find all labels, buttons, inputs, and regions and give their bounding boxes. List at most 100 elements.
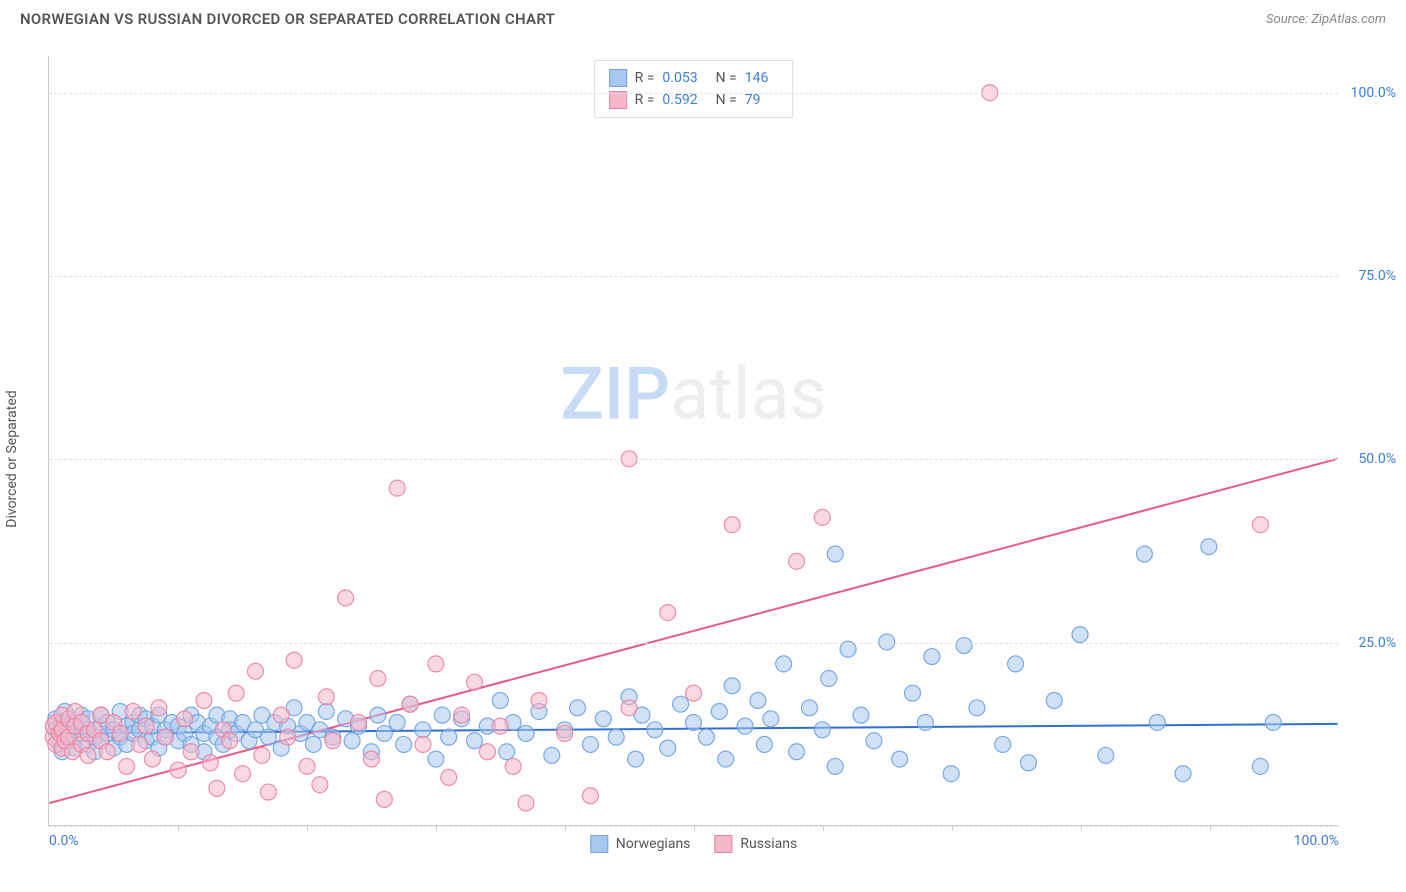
scatter-point [209,780,225,796]
legend-item-russians: Russians [714,835,797,853]
gridline [49,643,1338,644]
scatter-point [466,674,482,690]
scatter-point [943,766,959,782]
scatter-point [595,711,611,727]
scatter-point [827,546,843,562]
scatter-point [827,758,843,774]
scatter-point [363,751,379,767]
n-value-norwegians: 146 [745,70,769,86]
scatter-point [305,736,321,752]
scatter-point [376,791,392,807]
scatter-point [286,652,302,668]
scatter-point [763,711,779,727]
scatter-point [866,733,882,749]
scatter-point [1201,539,1217,555]
scatter-point [750,693,766,709]
scatter-point [1072,627,1088,643]
scatter-point [801,700,817,716]
scatter-point [389,714,405,730]
gridline [49,93,1338,94]
gridline [49,459,1338,460]
scatter-point [389,480,405,496]
scatter-point [138,718,154,734]
y-tick-label: 50.0% [1358,451,1396,467]
scatter-point [441,729,457,745]
scatter-point [312,777,328,793]
scatter-point [338,590,354,606]
chart-container: Divorced or Separated ZIPatlas R = 0.053… [0,36,1406,866]
swatch-russians-icon [714,835,732,853]
scatter-point [202,755,218,771]
scatter-point [144,751,160,767]
scatter-point [1098,747,1114,763]
chart-title: NORWEGIAN VS RUSSIAN DIVORCED OR SEPARAT… [20,10,555,28]
scatter-point [660,740,676,756]
scatter-point [370,707,386,723]
scatter-point [376,725,392,741]
scatter-point [789,744,805,760]
scatter-point [776,656,792,672]
scatter-point [273,707,289,723]
swatch-russians [609,91,627,109]
scatter-point [505,758,521,774]
scatter-point [177,711,193,727]
scatter-point [434,707,450,723]
scatter-point [402,696,418,712]
scatter-point [969,700,985,716]
plot-area: ZIPatlas R = 0.053 N = 146 R = 0.592 N =… [48,56,1338,826]
scatter-point [673,696,689,712]
scatter-point [544,747,560,763]
scatter-point [254,747,270,763]
scatter-point [454,707,470,723]
scatter-point [415,736,431,752]
x-minor-tick [436,825,437,831]
scatter-point [1008,656,1024,672]
scatter-point [1020,755,1036,771]
scatter-point [196,693,212,709]
n-value-russians: 79 [745,92,761,108]
x-tick-label: 100.0% [1294,833,1339,849]
correlation-legend: R = 0.053 N = 146 R = 0.592 N = 79 [594,60,794,118]
scatter-point [1175,766,1191,782]
scatter-point [157,729,173,745]
scatter-point [518,795,534,811]
scatter-point [608,729,624,745]
scatter-point [737,718,753,734]
y-tick-label: 100.0% [1351,85,1396,101]
scatter-point [853,707,869,723]
x-minor-tick [952,825,953,831]
scatter-point [698,729,714,745]
scatter-point [492,718,508,734]
legend-row-norwegians: R = 0.053 N = 146 [609,67,779,89]
y-tick-label: 25.0% [1358,635,1396,651]
scatter-point [260,784,276,800]
scatter-point [222,733,238,749]
gridline [49,276,1338,277]
scatter-point [1265,714,1281,730]
scatter-point [112,725,128,741]
r-value-russians: 0.592 [662,92,697,108]
r-value-norwegians: 0.053 [662,70,697,86]
chart-header: NORWEGIAN VS RUSSIAN DIVORCED OR SEPARAT… [0,0,1406,36]
scatter-point [132,736,148,752]
scatter-point [956,638,972,654]
x-minor-tick [565,825,566,831]
scatter-point [151,700,167,716]
scatter-point [80,747,96,763]
scatter-point [441,769,457,785]
x-minor-tick [178,825,179,831]
scatter-point [325,733,341,749]
scatter-point [892,751,908,767]
x-minor-tick [1081,825,1082,831]
scatter-point [628,751,644,767]
scatter-point [1046,693,1062,709]
scatter-point [724,678,740,694]
scatter-point [396,736,412,752]
scatter-point [125,703,141,719]
scatter-point [344,733,360,749]
scatter-point [428,751,444,767]
scatter-point [119,758,135,774]
scatter-point [280,729,296,745]
scatter-point [428,656,444,672]
scatter-point [466,733,482,749]
